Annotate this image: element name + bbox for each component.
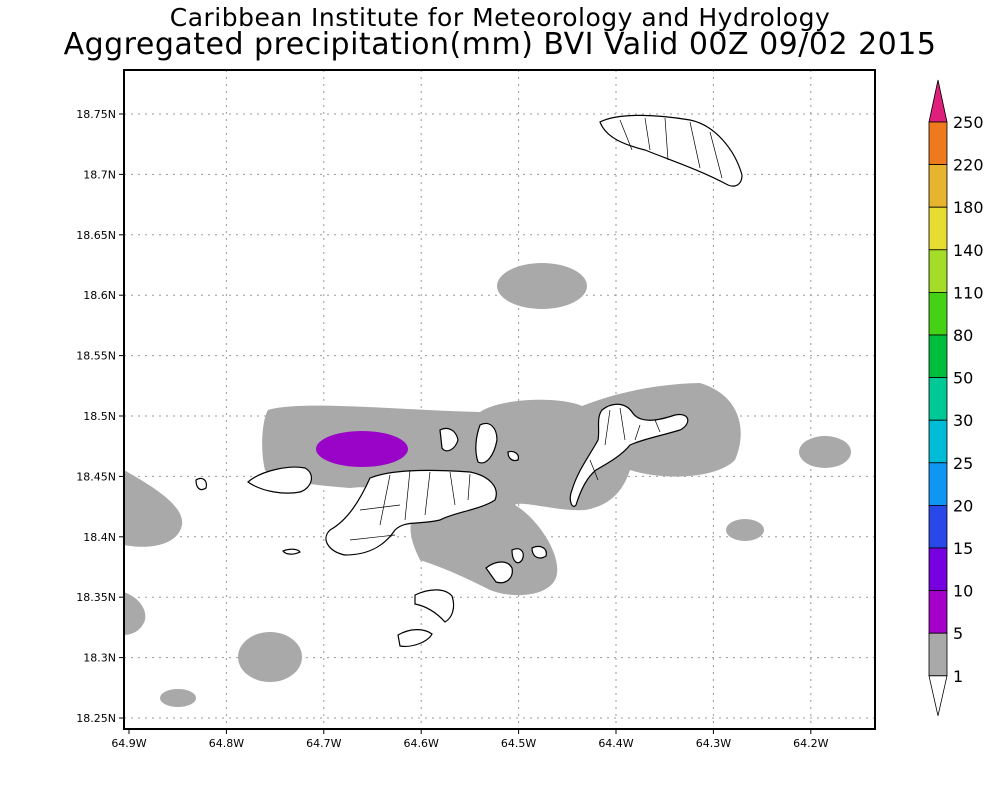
lat-tick-label: 18.35N: [76, 591, 116, 604]
colorbar-segment: [929, 463, 947, 506]
colorbar-segment: [929, 335, 947, 378]
colorbar-label: 30: [953, 411, 973, 430]
colorbar-segment: [929, 591, 947, 634]
colorbar-label: 180: [953, 198, 984, 217]
precip-area-moderate: [316, 431, 408, 467]
colorbar-bottom-arrow: [929, 676, 947, 716]
colorbar-label: 50: [953, 369, 973, 388]
colorbar-label: 10: [953, 582, 973, 601]
colorbar-label: 80: [953, 326, 973, 345]
longitude-axis: 64.9W 64.8W 64.7W 64.6W 64.5W 64.4W 64.3W 64.2W: [111, 729, 828, 750]
latitude-axis: 18.75N 18.7N 18.65N 18.6N 18.55N 18.5N 18.45N 1…: [76, 108, 124, 725]
colorbar-segment: [929, 505, 947, 548]
lon-tick-label: 64.3W: [696, 737, 731, 750]
colorbar-segment: [929, 378, 947, 421]
colorbar-label: 110: [953, 283, 984, 302]
precip-area-southeast: [726, 519, 764, 541]
precip-area-east: [799, 436, 851, 468]
precip-area-south: [238, 632, 302, 682]
lat-tick-label: 18.75N: [76, 108, 116, 121]
colorbar-label: 1: [953, 667, 963, 686]
colorbar-segment: [929, 250, 947, 293]
colorbar-label: 220: [953, 156, 984, 175]
colorbar-segment: [929, 420, 947, 463]
colorbar-label: 20: [953, 496, 973, 515]
lat-tick-label: 18.3N: [83, 652, 116, 665]
colorbar-label: 15: [953, 539, 973, 558]
colorbar-top-arrow: [929, 80, 947, 122]
map-background: [124, 70, 875, 729]
island-west-small: [196, 478, 206, 489]
lat-tick-label: 18.6N: [83, 289, 116, 302]
colorbar-label: 5: [953, 624, 963, 643]
lat-tick-label: 18.25N: [76, 712, 116, 725]
lat-tick-label: 18.65N: [76, 229, 116, 242]
lon-tick-label: 64.7W: [306, 737, 341, 750]
lon-tick-label: 64.4W: [598, 737, 633, 750]
lat-tick-label: 18.7N: [83, 168, 116, 181]
colorbar-segment: [929, 207, 947, 250]
lat-tick-label: 18.55N: [76, 350, 116, 363]
lat-tick-label: 18.45N: [76, 470, 116, 483]
lon-tick-label: 64.8W: [209, 737, 244, 750]
colorbar-label: 25: [953, 454, 973, 473]
precip-area-north: [497, 263, 587, 309]
precip-area-far-south: [160, 689, 196, 707]
colorbar-segment: [929, 122, 947, 165]
colorbar-segment: [929, 165, 947, 208]
lat-tick-label: 18.4N: [83, 531, 116, 544]
lon-tick-label: 64.2W: [793, 737, 828, 750]
colorbar-label: 250: [953, 113, 984, 132]
lat-tick-label: 18.5N: [83, 410, 116, 423]
colorbar-segment: [929, 548, 947, 591]
lon-tick-label: 64.6W: [404, 737, 439, 750]
colorbar-segment: [929, 292, 947, 335]
colorbar-label: 140: [953, 241, 984, 260]
colorbar-segment: [929, 633, 947, 676]
lon-tick-label: 64.5W: [501, 737, 536, 750]
island-sw-islet: [283, 549, 300, 554]
lon-tick-label: 64.9W: [111, 737, 146, 750]
